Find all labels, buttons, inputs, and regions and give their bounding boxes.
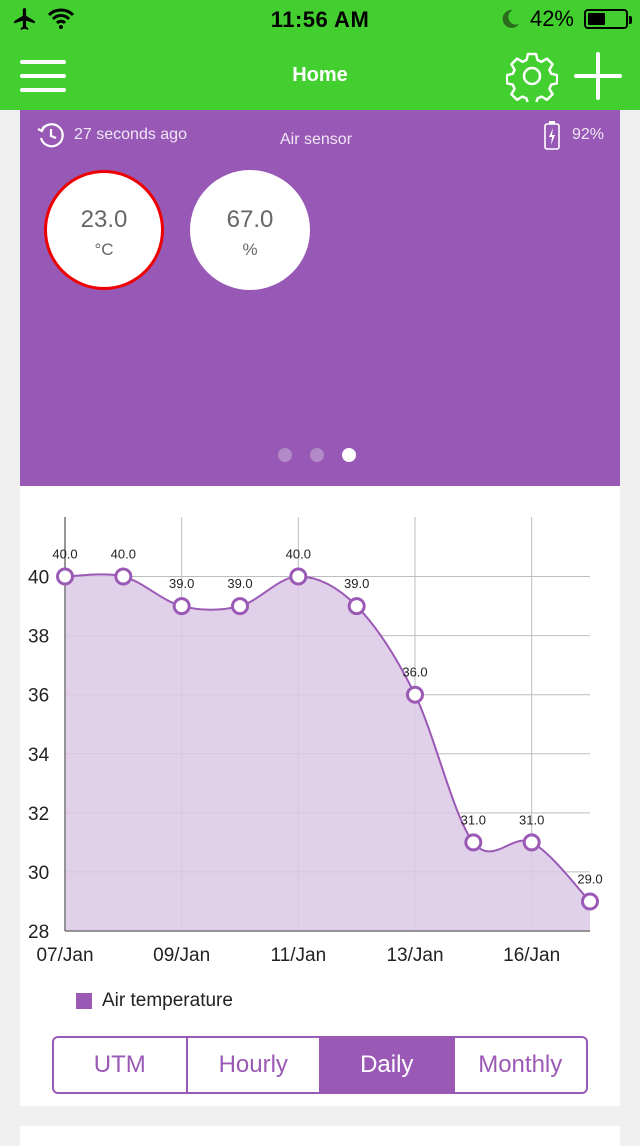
battery-percent: 42% xyxy=(529,6,574,31)
x-tick-label: 11/Jan xyxy=(271,945,327,966)
y-tick-label: 30 xyxy=(28,863,49,884)
last-update-text: 27 seconds ago xyxy=(74,126,187,143)
tab-hourly[interactable]: Hourly xyxy=(188,1038,321,1092)
wifi-icon xyxy=(48,8,74,29)
humidity-unit: % xyxy=(242,240,258,259)
data-label: 31.0 xyxy=(519,812,544,827)
series-area-fill xyxy=(65,574,590,931)
temperature-chart: 28 30 32 34 36 38 40 07/Jan 09/Jan 11/Jan 13/Jan 16… xyxy=(28,517,603,966)
add-plus-icon[interactable] xyxy=(572,50,624,102)
data-point xyxy=(289,567,308,586)
tab-utm[interactable]: UTM xyxy=(54,1038,188,1092)
temperature-value: 23.0 xyxy=(80,206,128,233)
nav-bar: Home xyxy=(0,40,640,110)
legend-label: Air temperature xyxy=(102,990,233,1011)
data-label: 39.0 xyxy=(169,576,194,591)
page-dot-1[interactable] xyxy=(278,448,292,462)
data-label: 40.0 xyxy=(286,547,311,562)
chart-legend: Air temperature xyxy=(76,990,233,1012)
status-bar: 11:56 AM 42% xyxy=(0,0,640,40)
y-tick-label: 32 xyxy=(28,804,49,825)
data-label: 39.0 xyxy=(344,576,369,591)
page-dot-2[interactable] xyxy=(310,448,324,462)
humidity-value: 67.0 xyxy=(226,206,274,233)
temperature-gauge[interactable]: 23.0 °C xyxy=(44,170,164,290)
data-point xyxy=(522,833,541,852)
tab-daily[interactable]: Daily xyxy=(321,1038,455,1092)
y-tick-label: 28 xyxy=(28,922,49,943)
page-dot-3-active[interactable] xyxy=(342,448,356,462)
chart-card: 28 30 32 34 36 38 40 07/Jan 09/Jan 11/Jan 13/Jan 16… xyxy=(20,486,620,1106)
moon-icon xyxy=(502,9,519,28)
next-card xyxy=(20,1126,620,1146)
data-label: 40.0 xyxy=(111,547,136,562)
airplane-icon xyxy=(14,8,35,30)
battery-charging-icon xyxy=(544,121,560,150)
data-point xyxy=(464,833,483,852)
page-indicator[interactable] xyxy=(278,448,356,462)
y-tick-label: 40 xyxy=(28,568,49,589)
y-tick-label: 36 xyxy=(28,686,49,707)
data-label: 39.0 xyxy=(227,576,252,591)
history-clock-icon xyxy=(37,123,64,148)
sensor-card[interactable]: 27 seconds ago Air sensor 92% 23.0 °C 67… xyxy=(20,110,620,486)
status-time: 11:56 AM xyxy=(270,7,370,32)
legend-swatch xyxy=(76,993,92,1009)
data-point xyxy=(172,597,191,616)
sensor-battery: 92% xyxy=(544,120,604,150)
range-segmented-control: UTM Hourly Daily Monthly xyxy=(52,1036,588,1094)
y-tick-label: 34 xyxy=(28,745,50,766)
data-label: 40.0 xyxy=(52,547,77,562)
status-right: 42% xyxy=(502,6,632,32)
page-title: Home xyxy=(292,64,348,86)
data-point xyxy=(56,567,74,586)
data-point xyxy=(406,685,424,704)
data-point xyxy=(114,567,133,586)
status-left xyxy=(12,6,74,32)
tab-monthly[interactable]: Monthly xyxy=(478,1051,563,1078)
sensor-name: Air sensor xyxy=(280,131,353,148)
x-tick-label: 07/Jan xyxy=(36,945,93,966)
data-label: 31.0 xyxy=(461,812,486,827)
data-point xyxy=(347,597,366,616)
hamburger-menu-icon[interactable] xyxy=(20,60,66,92)
battery-icon xyxy=(584,9,632,29)
x-tick-label: 09/Jan xyxy=(153,945,210,966)
data-label: 36.0 xyxy=(402,665,427,680)
settings-gear-icon[interactable] xyxy=(506,50,558,102)
data-point xyxy=(581,892,599,911)
data-label: 29.0 xyxy=(577,871,602,886)
data-point xyxy=(231,597,249,616)
y-tick-label: 38 xyxy=(28,627,49,648)
sensor-battery-percent: 92% xyxy=(571,126,604,143)
x-tick-label: 13/Jan xyxy=(386,945,443,966)
temperature-unit: °C xyxy=(94,240,114,259)
humidity-gauge[interactable]: 67.0 % xyxy=(190,170,310,290)
x-tick-label: 16/Jan xyxy=(503,945,560,966)
last-update: 27 seconds ago xyxy=(36,120,187,150)
